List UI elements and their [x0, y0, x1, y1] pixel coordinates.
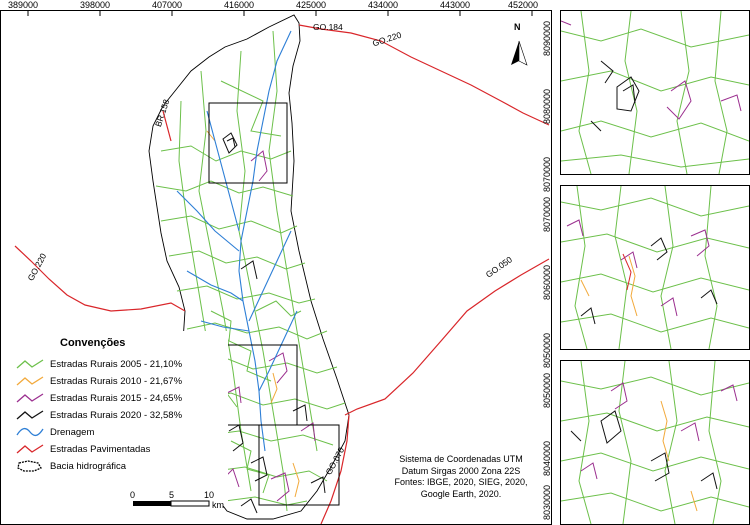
- main-map-frame: [0, 10, 552, 525]
- legend-label: Drenagem: [50, 426, 95, 438]
- scale-label-0: 0: [130, 490, 136, 500]
- inset-middle-y-tick: 8060000: [542, 264, 552, 300]
- inset-top-y-tick: 8070000: [542, 156, 552, 192]
- paved-roads: [14, 24, 550, 524]
- inset-top-y-tick: 8080000: [542, 88, 552, 124]
- legend-item: Estradas Rurais 2015 - 24,65%: [16, 391, 182, 405]
- legend-item: Estradas Rurais 2010 - 21,67%: [16, 374, 182, 388]
- legend-label: Estradas Rurais 2010 - 21,67%: [50, 375, 183, 387]
- coordinate-info: Sistema de Coordenadas UTM Datum Sirgas …: [382, 454, 540, 500]
- x-tick-label: 425000: [296, 0, 327, 10]
- inset-top-svg: [561, 11, 749, 174]
- scale-bar-segment: [133, 501, 171, 506]
- x-tick-label: 452000: [508, 0, 539, 10]
- legend-item: Estradas Rurais 2005 - 21,10%: [16, 357, 182, 371]
- inset-top-y-tick: 8090000: [542, 20, 552, 56]
- legend-symbol: [16, 427, 44, 437]
- legend-label: Estradas Rurais 2005 - 21,10%: [50, 358, 183, 370]
- legend-symbol: [16, 444, 44, 454]
- x-tick-label: 434000: [368, 0, 399, 10]
- legend-symbol: [16, 410, 44, 420]
- drainage-network: [176, 30, 298, 452]
- x-tick-marks: [27, 11, 533, 16]
- legend-symbol: [16, 359, 44, 369]
- inset-map-top: [560, 10, 750, 175]
- legend-symbol: [16, 393, 44, 403]
- inset-middle-y-tick: 8070000: [542, 196, 552, 232]
- inset-map-middle: [560, 185, 750, 350]
- info-line: Google Earth, 2020.: [420, 488, 502, 499]
- inset-bottom-svg: [561, 361, 749, 524]
- legend-symbol: [16, 376, 44, 386]
- inset-middle-svg: [561, 186, 749, 349]
- scale-unit: km: [212, 500, 224, 510]
- legend-label: Estradas Rurais 2015 - 24,65%: [50, 392, 183, 404]
- info-line: Sistema de Coordenadas UTM: [399, 454, 523, 464]
- legend-item: Bacia hidrográfica: [16, 459, 126, 473]
- inset-map-bottom: [560, 360, 750, 525]
- main-map-svg: [2, 11, 550, 524]
- inset-middle-y-tick: 8050000: [542, 332, 552, 368]
- x-tick-label: 407000: [152, 0, 183, 10]
- north-arrow-icon: [511, 40, 528, 66]
- legend-label: Estradas Pavimentadas: [50, 443, 151, 455]
- rural-roads-2010: [206, 130, 300, 498]
- scale-label-5: 5: [169, 490, 175, 500]
- scale-label-10: 10: [204, 490, 215, 500]
- legend-item: Estradas Rurais 2020 - 32,58%: [16, 408, 182, 422]
- rural-roads-2020: [222, 132, 326, 514]
- x-tick-label: 389000: [8, 0, 39, 10]
- inset-extent-bottom: [258, 424, 340, 506]
- legend-title: Convenções: [60, 337, 126, 349]
- info-background: [382, 451, 550, 515]
- scale-bar: [133, 500, 210, 507]
- inset-extent-top: [208, 102, 288, 184]
- x-tick-label: 398000: [80, 0, 111, 10]
- inset-bottom-y-tick: 8050000: [542, 372, 552, 408]
- legend-symbol: [17, 460, 42, 472]
- info-line: Datum Sirgas 2000 Zona 22S: [401, 465, 521, 476]
- info-line: Fontes: IBGE, 2020, SIEG, 2020,: [394, 477, 528, 487]
- legend-item: Estradas Pavimentadas: [16, 442, 150, 456]
- legend-label: Estradas Rurais 2020 - 32,58%: [50, 409, 183, 421]
- road-label-go184: GO.184: [313, 22, 343, 32]
- x-tick-label: 443000: [440, 0, 471, 10]
- inset-bottom-y-tick: 8030000: [542, 484, 552, 520]
- x-tick-label: 416000: [224, 0, 255, 10]
- scale-bar-segment: [170, 500, 210, 507]
- north-label: N: [514, 22, 521, 32]
- legend-item: Drenagem: [16, 425, 94, 439]
- legend-label: Bacia hidrográfica: [50, 460, 127, 472]
- legend-background: [2, 331, 228, 506]
- inset-bottom-y-tick: 8040000: [542, 440, 552, 476]
